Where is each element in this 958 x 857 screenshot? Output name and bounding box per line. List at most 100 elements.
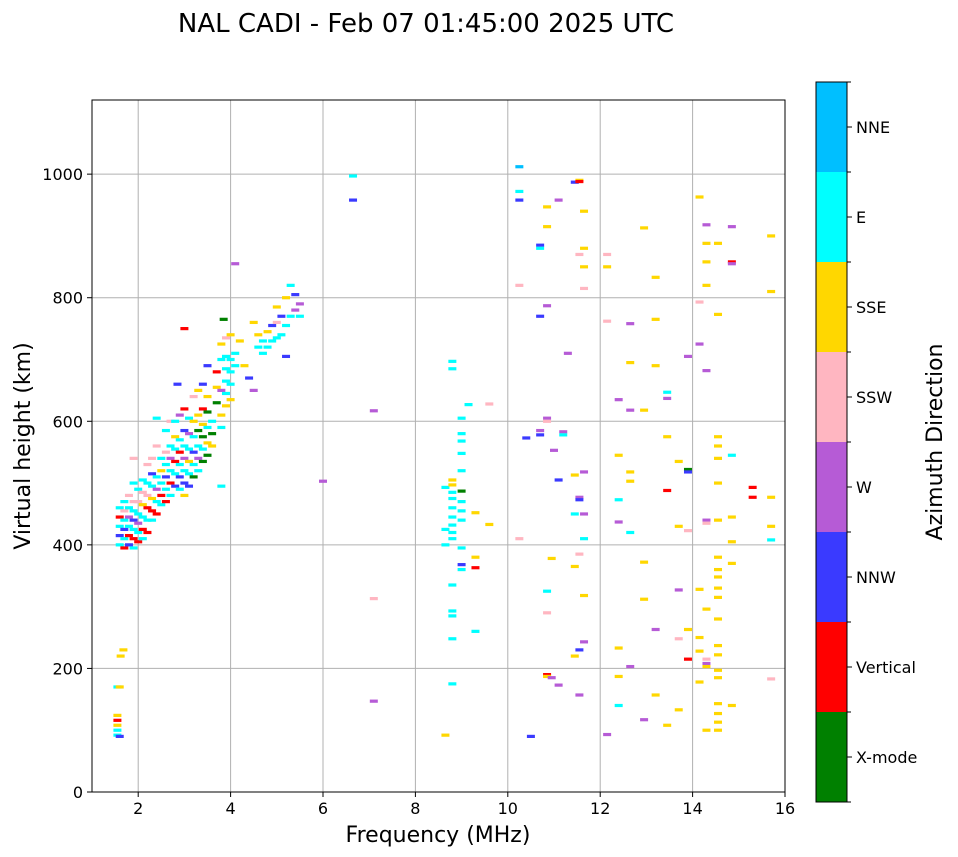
data-point-e (217, 357, 226, 362)
data-point-sse (626, 470, 635, 474)
data-point-sse (485, 522, 494, 527)
data-point-sse (113, 713, 122, 717)
data-point-e (226, 357, 235, 362)
data-point-e (113, 728, 122, 732)
data-point-e (161, 428, 170, 433)
data-point-w (640, 718, 649, 722)
data-point-sse (651, 364, 660, 368)
data-point-w (614, 398, 623, 402)
data-point-sse (113, 723, 122, 727)
data-point-vertical (148, 509, 157, 513)
y-tick-label: 400 (52, 536, 83, 555)
data-point-sse (208, 444, 217, 448)
data-point-sse (714, 567, 723, 572)
x-tick-label: 2 (133, 799, 143, 818)
data-point-sse (767, 524, 776, 528)
data-point-e (134, 512, 143, 516)
data-point-w (580, 640, 589, 644)
data-point-e (138, 537, 147, 541)
data-point-e (448, 367, 457, 371)
x-tick-label: 4 (226, 799, 236, 818)
data-point-ssw (515, 283, 524, 287)
data-point-w (702, 369, 711, 373)
colorbar-swatch-vertical (816, 622, 847, 712)
data-point-x-mode (203, 410, 212, 414)
data-point-nnw (148, 472, 157, 476)
data-point-e (543, 589, 552, 593)
colorbar-frame (815, 81, 848, 803)
data-point-e (157, 503, 166, 507)
data-point-w (124, 515, 133, 519)
data-point-e (138, 515, 147, 519)
data-point-e (194, 444, 203, 448)
data-point-e (208, 419, 217, 423)
data-point-e (254, 345, 263, 349)
data-point-nnw (575, 498, 584, 502)
data-point-vertical (113, 718, 122, 722)
data-point-e (536, 246, 545, 250)
data-point-ssw (152, 444, 161, 448)
data-point-sse (203, 394, 212, 399)
data-point-sse (441, 733, 450, 737)
plot-frame (91, 99, 786, 793)
data-point-w (369, 699, 378, 703)
data-point-nnw (180, 428, 189, 433)
data-point-e (143, 481, 152, 485)
data-point-e (448, 637, 457, 641)
data-point-vertical (120, 546, 129, 550)
data-point-sse (695, 587, 704, 591)
data-point-ssw (767, 677, 776, 681)
x-axis-label: Frequency (MHz) (346, 823, 531, 848)
data-point-e (614, 498, 623, 502)
data-point-e (457, 451, 466, 456)
data-point-w (231, 262, 240, 266)
data-point-ssw (674, 637, 683, 641)
data-point-nnw (115, 533, 124, 538)
data-point-e (448, 614, 457, 618)
data-point-e (157, 456, 166, 460)
data-point-ssw (575, 252, 584, 257)
data-point-e (180, 469, 189, 473)
data-point-sse (714, 312, 723, 316)
data-point-w (369, 409, 378, 413)
data-point-nnw (536, 314, 545, 318)
data-point-w (603, 732, 612, 737)
colorbar: X-mode Vertical NNW W SSW SSE E NNE (815, 81, 917, 803)
data-point-e (120, 500, 129, 504)
data-point-sse (695, 635, 704, 640)
data-point-e (258, 351, 267, 355)
x-tick-label: 6 (318, 799, 328, 818)
y-axis-label: Virtual height (km) (11, 342, 36, 549)
data-point-ssw (683, 529, 692, 533)
data-point-e (441, 543, 450, 547)
data-point-e (277, 333, 286, 337)
x-tick-label: 14 (682, 799, 702, 818)
data-point-sse (138, 503, 147, 507)
data-point-sse (714, 555, 723, 559)
data-point-vertical (471, 566, 480, 570)
data-point-w (550, 448, 558, 452)
data-point-nnw (683, 470, 692, 474)
x-tick-label: 12 (590, 799, 610, 818)
data-point-ssw (129, 456, 138, 460)
data-point-w (563, 351, 572, 355)
data-point-sse (714, 702, 723, 706)
data-point-w (663, 396, 672, 401)
data-point-ssw (221, 336, 230, 340)
data-point-sse (226, 333, 235, 337)
data-point-e (457, 432, 466, 436)
data-point-sse (640, 560, 649, 564)
data-point-w (536, 428, 545, 433)
data-point-x-mode (457, 489, 466, 493)
data-point-e (626, 530, 635, 535)
data-point-w (727, 225, 736, 229)
data-point-vertical (161, 500, 170, 504)
data-point-sse (116, 654, 125, 658)
colorbar-swatch-nne (816, 82, 847, 172)
data-point-sse (203, 441, 212, 445)
data-point-e (457, 518, 466, 522)
data-point-ssw (702, 521, 711, 525)
data-point-vertical (748, 485, 757, 489)
colorbar-swatch-x-mode (816, 712, 847, 802)
